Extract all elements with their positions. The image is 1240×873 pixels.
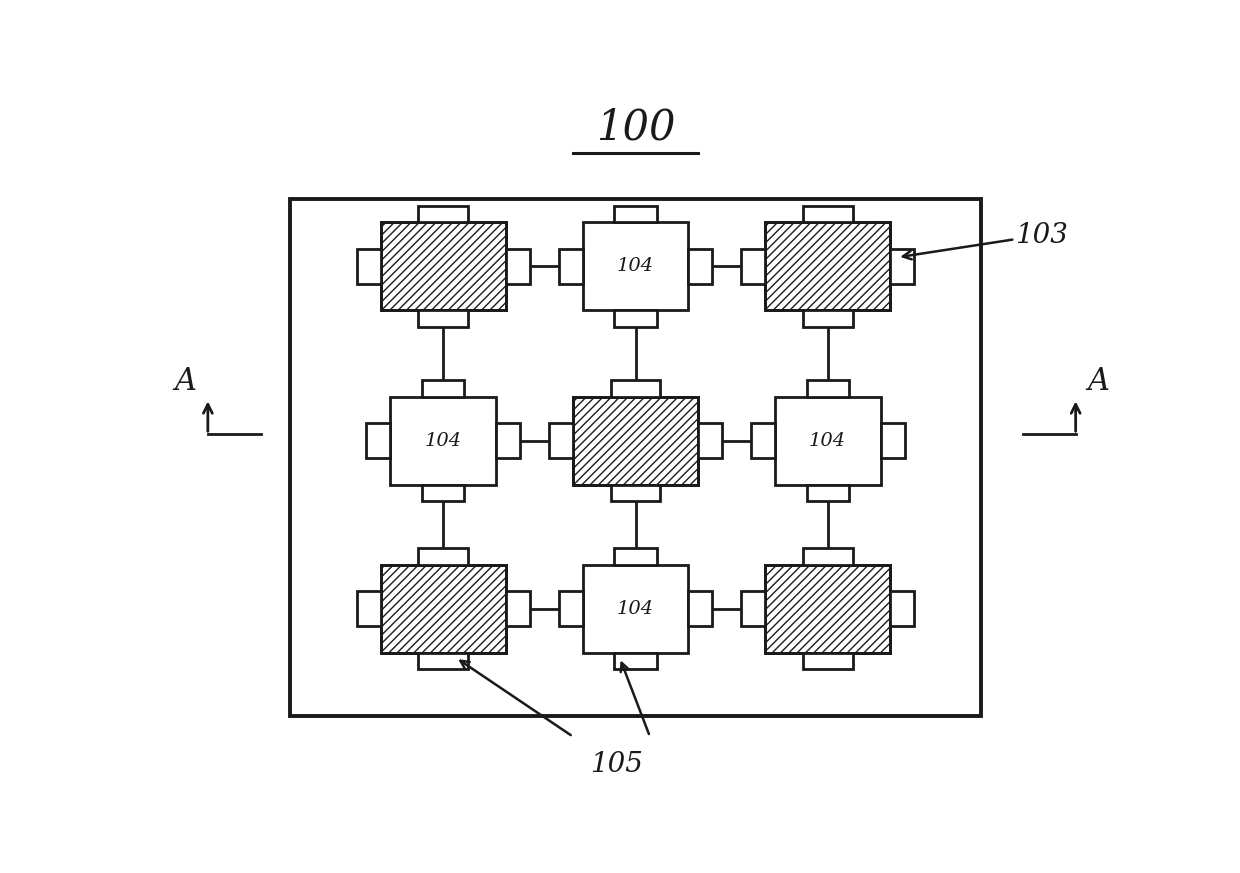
Bar [802, 548, 853, 565]
Bar [742, 249, 765, 284]
Text: 104: 104 [425, 432, 461, 450]
Text: A: A [1087, 366, 1109, 397]
Bar [549, 423, 573, 458]
Bar [422, 381, 465, 397]
Bar [614, 310, 657, 327]
Bar [765, 565, 890, 653]
Bar [381, 223, 506, 310]
Bar [742, 591, 765, 627]
Bar [418, 205, 469, 223]
Bar [751, 423, 775, 458]
Bar [765, 223, 890, 310]
Text: 103: 103 [1016, 223, 1068, 250]
Bar [381, 223, 506, 310]
Bar [802, 205, 853, 223]
Bar [418, 653, 469, 670]
Bar [357, 591, 381, 627]
Bar [614, 205, 657, 223]
Bar [583, 565, 688, 653]
Bar [614, 653, 657, 670]
Bar [610, 485, 661, 501]
Bar [775, 397, 880, 485]
Bar [688, 591, 712, 627]
Bar [765, 223, 890, 310]
Bar [558, 591, 583, 627]
Bar [496, 423, 521, 458]
Bar [880, 423, 904, 458]
Text: 104: 104 [618, 600, 653, 618]
Bar [890, 591, 914, 627]
Bar [422, 485, 465, 501]
Bar [357, 249, 381, 284]
Text: 100: 100 [595, 107, 676, 148]
Bar [290, 199, 982, 717]
Bar [506, 591, 529, 627]
Text: 104: 104 [810, 432, 846, 450]
Bar [381, 565, 506, 653]
Bar [806, 485, 849, 501]
Bar [381, 565, 506, 653]
Bar [802, 310, 853, 327]
Bar [558, 249, 583, 284]
Bar [583, 223, 688, 310]
Bar [688, 249, 712, 284]
Bar [802, 653, 853, 670]
Bar [614, 548, 657, 565]
Bar [765, 565, 890, 653]
Bar [391, 397, 496, 485]
Bar [506, 249, 529, 284]
Text: 105: 105 [590, 752, 642, 779]
Bar [890, 249, 914, 284]
Bar [698, 423, 722, 458]
Text: 104: 104 [618, 257, 653, 275]
Bar [610, 381, 661, 397]
Bar [418, 310, 469, 327]
Bar [367, 423, 391, 458]
Bar [573, 397, 698, 485]
Bar [806, 381, 849, 397]
Bar [573, 397, 698, 485]
Bar [418, 548, 469, 565]
Text: A: A [175, 366, 196, 397]
